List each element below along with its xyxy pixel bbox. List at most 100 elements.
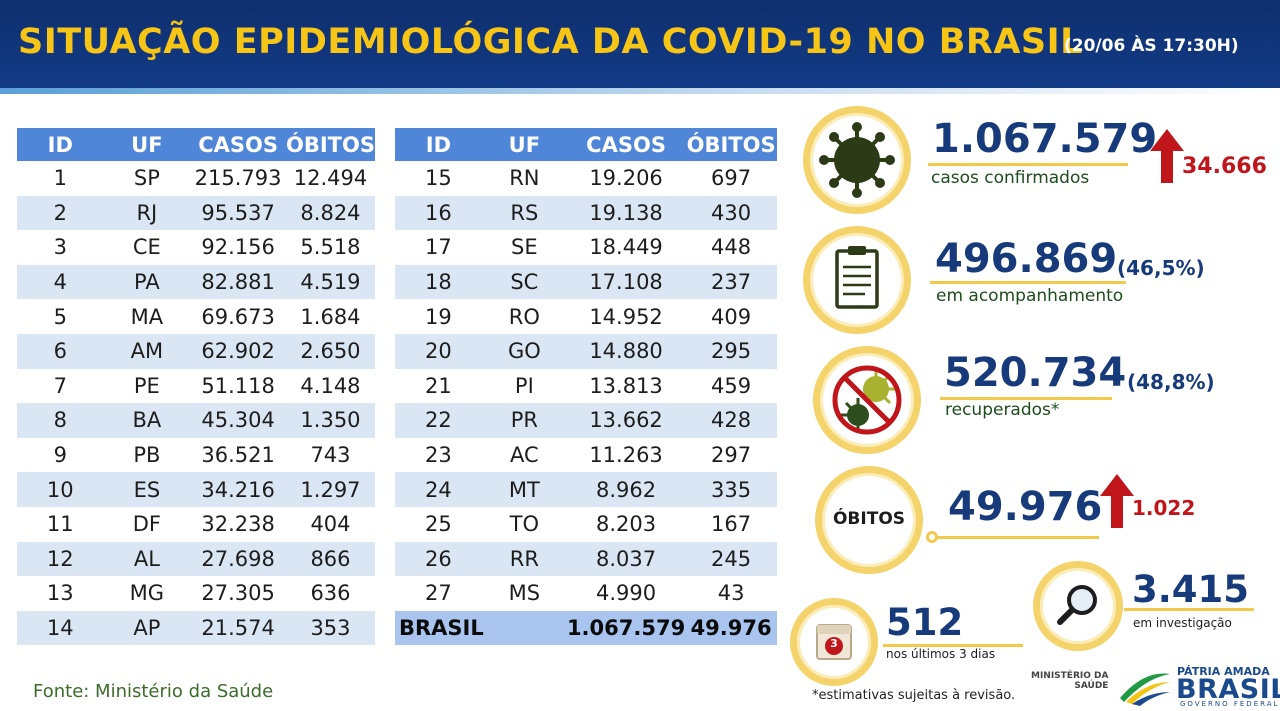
total-casos: 1.067.579 [566,610,686,646]
cell-id: 19 [425,304,452,329]
last3days-underline [883,644,1023,647]
cell-id: 3 [53,235,67,260]
cell-uf: AC [510,443,539,468]
up-arrow-icon [1150,129,1184,183]
table-row: 8 BA 45.304 1.350 [17,403,375,438]
cell-casos: 13.813 [589,373,663,398]
cell-obitos: 4.519 [285,264,375,300]
deaths-circle: ÓBITOS [815,466,923,574]
header-casos: CASOS [190,128,286,161]
recovered-circle [813,346,921,454]
cell-obitos: 459 [711,373,752,398]
cell-casos: 8.203 [596,512,657,537]
table-header-row: ID UF CASOS ÓBITOS [17,128,375,161]
cell-casos: 4.990 [596,581,657,606]
cell-uf: CE [132,235,161,260]
table-row: 21 PI 13.813 459 [395,369,777,404]
cell-casos: 18.449 [589,235,663,260]
cell-uf: MS [508,581,541,606]
investigation-value: 3.415 [1132,568,1250,611]
recovered-percent: (48,8%) [1127,370,1215,394]
last3days-circle: 3 [790,598,878,686]
table-row: 22 PR 13.662 428 [395,403,777,438]
table-row: 25 TO 8.203 167 [395,507,777,542]
cell-casos: 51.118 [201,373,275,398]
cell-uf: PB [133,443,161,468]
table-row: 20 GO 14.880 295 [395,333,777,369]
cell-obitos: 2.650 [285,333,375,369]
cell-uf: RO [508,304,540,329]
cell-id: 17 [425,235,452,260]
table-row: 4 PA 82.881 4.519 [17,264,375,300]
cell-casos: 27.698 [190,541,286,577]
cell-obitos: 12.494 [293,166,368,191]
cell-uf: PE [133,373,160,398]
cell-casos: 95.537 [190,195,286,231]
header-casos: CASOS [566,128,686,161]
cell-id: 15 [425,166,452,191]
cell-obitos: 448 [711,235,752,260]
confirmed-value: 1.067.579 [932,116,1158,162]
cell-casos: 62.902 [190,333,286,369]
cell-obitos: 353 [285,610,375,646]
cell-id: 18 [395,264,482,300]
table-row: 27 MS 4.990 43 [395,576,777,611]
cell-uf: AL [103,541,191,577]
cell-id: 23 [425,443,452,468]
cell-uf: RN [509,166,540,191]
cell-obitos: 430 [685,195,777,231]
states-table-left: ID UF CASOS ÓBITOS 1 SP 215.793 12.494 2 RJ 95… [17,128,375,646]
cell-obitos: 1.350 [285,403,375,438]
cell-uf: ES [103,472,191,507]
header-obitos: ÓBITOS [285,128,375,161]
cell-id: 6 [17,333,104,369]
table-row: 23 AC 11.263 297 [395,438,777,473]
cell-obitos: 404 [310,512,351,537]
calendar-number: 3 [830,637,838,650]
cell-uf: GO [481,333,567,369]
header-id: ID [395,128,482,161]
cell-obitos: 697 [711,166,752,191]
investigation-underline [1124,608,1254,611]
cell-obitos: 4.148 [300,373,361,398]
cell-obitos: 409 [711,304,752,329]
deaths-increase: 1.022 [1132,496,1196,520]
cell-casos: 8.962 [566,472,686,507]
investigation-label: em investigação [1133,616,1232,630]
cell-casos: 45.304 [190,403,286,438]
magnifier-icon [1057,585,1097,625]
monitoring-value: 496.869 [935,236,1118,282]
cell-uf: SP [133,166,160,191]
table-row: 2 RJ 95.537 8.824 [17,195,375,231]
table-row: 14 AP 21.574 353 [17,610,375,646]
up-arrow-icon [1100,474,1134,528]
cell-obitos: 1.684 [300,304,361,329]
table-header-row: ID UF CASOS ÓBITOS [395,128,777,161]
header-stripe [0,88,1280,94]
cell-id: 10 [17,472,104,507]
header-uf: UF [481,128,567,161]
table-row: 15 RN 19.206 697 [395,161,777,196]
cell-uf: AP [103,610,191,646]
table-row: 26 RR 8.037 245 [395,541,777,577]
cell-id: 5 [53,304,67,329]
brand-name: BRASIL [1176,674,1280,705]
table-row: 5 MA 69.673 1.684 [17,299,375,334]
page-title: SITUAÇÃO EPIDEMIOLÓGICA DA COVID-19 NO B… [18,22,1083,62]
header-obitos: ÓBITOS [685,128,777,161]
update-date: (20/06 ÀS 17:30H) [1064,36,1239,56]
cell-uf: PR [481,403,567,438]
table-row: 7 PE 51.118 4.148 [17,369,375,404]
table-row: 18 SC 17.108 237 [395,264,777,300]
footnote: *estimativas sujeitas à revisão. [812,688,1016,703]
cell-uf: PA [103,264,191,300]
cell-obitos: 43 [717,581,745,606]
recovered-underline [940,397,1112,400]
cell-id: 14 [17,610,104,646]
table-row: 17 SE 18.449 448 [395,230,777,265]
cell-id: 4 [17,264,104,300]
cell-id: 13 [46,581,74,606]
confirmed-underline [928,163,1128,166]
cell-uf: TO [509,512,540,537]
cell-id: 12 [17,541,104,577]
